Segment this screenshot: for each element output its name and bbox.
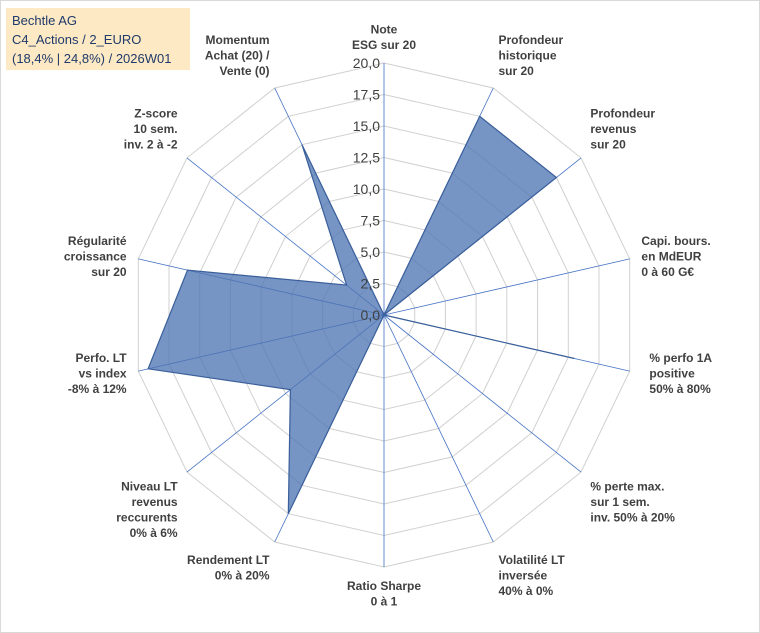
title-line-category: C4_Actions / 2_EURO: [12, 32, 142, 47]
spoke-6: [383, 314, 494, 543]
axis-label-2: Profondeur revenus sur 20: [590, 106, 655, 151]
axis-label-11: Régularité croissance sur 20: [64, 234, 127, 279]
tick-label-5: 12,5: [353, 150, 380, 166]
axis-label-0: Note ESG sur 20: [352, 23, 416, 53]
axis-label-3: Capi. bours. en MdEUR 0 à 60 G€: [641, 234, 710, 279]
title-line-company: Bechtle AG: [12, 13, 78, 28]
axis-label-8: Rendement LT 0% à 20%: [187, 553, 270, 583]
tick-label-3: 7,5: [361, 213, 381, 229]
chart-title-box: Bechtle AG C4_Actions / 2_EURO (18,4% | …: [6, 8, 190, 70]
series-area: [147, 115, 575, 514]
axis-label-7: Ratio Sharpe 0 à 1: [347, 579, 421, 609]
tick-label-0: 0,0: [361, 307, 381, 323]
axis-label-12: Z-score 10 sem. inv. 2 à -2: [124, 106, 178, 151]
tick-label-7: 17,5: [353, 87, 380, 103]
radar-series: [147, 115, 575, 514]
axis-label-9: Niveau LT revenus reccurents 0% à 6%: [116, 480, 178, 540]
axis-label-10: Perfo. LT vs index -8% à 12%: [68, 351, 127, 396]
spoke-3: [383, 258, 630, 316]
tick-label-2: 5,0: [361, 244, 381, 260]
tick-label-6: 15,0: [353, 118, 380, 134]
tick-label-8: 20,0: [353, 55, 380, 71]
tick-label-4: 10,0: [353, 181, 380, 197]
axis-label-1: Profondeur historique sur 20: [499, 33, 564, 78]
radar-tick-labels: 0,0 2,5 5,0 7,5 10,0 12,5 15,0 17,5 20,0: [353, 55, 380, 323]
axis-label-5: % perte max. sur 1 sem. inv. 50% à 20%: [590, 480, 675, 525]
tick-label-1: 2,5: [361, 276, 381, 292]
axis-label-4: % perfo 1A positive 50% à 80%: [649, 351, 712, 396]
spoke-5: [383, 314, 582, 473]
title-line-stats: (18,4% | 24,8%) / 2026W01: [12, 51, 172, 66]
axis-label-13: Momentum Achat (20) / Vente (0): [205, 33, 270, 78]
axis-label-6: Volatilité LT inversée 40% à 0%: [499, 553, 566, 598]
radar-axis-labels: Note ESG sur 20 Profondeur historique sur 20…: [64, 23, 713, 609]
